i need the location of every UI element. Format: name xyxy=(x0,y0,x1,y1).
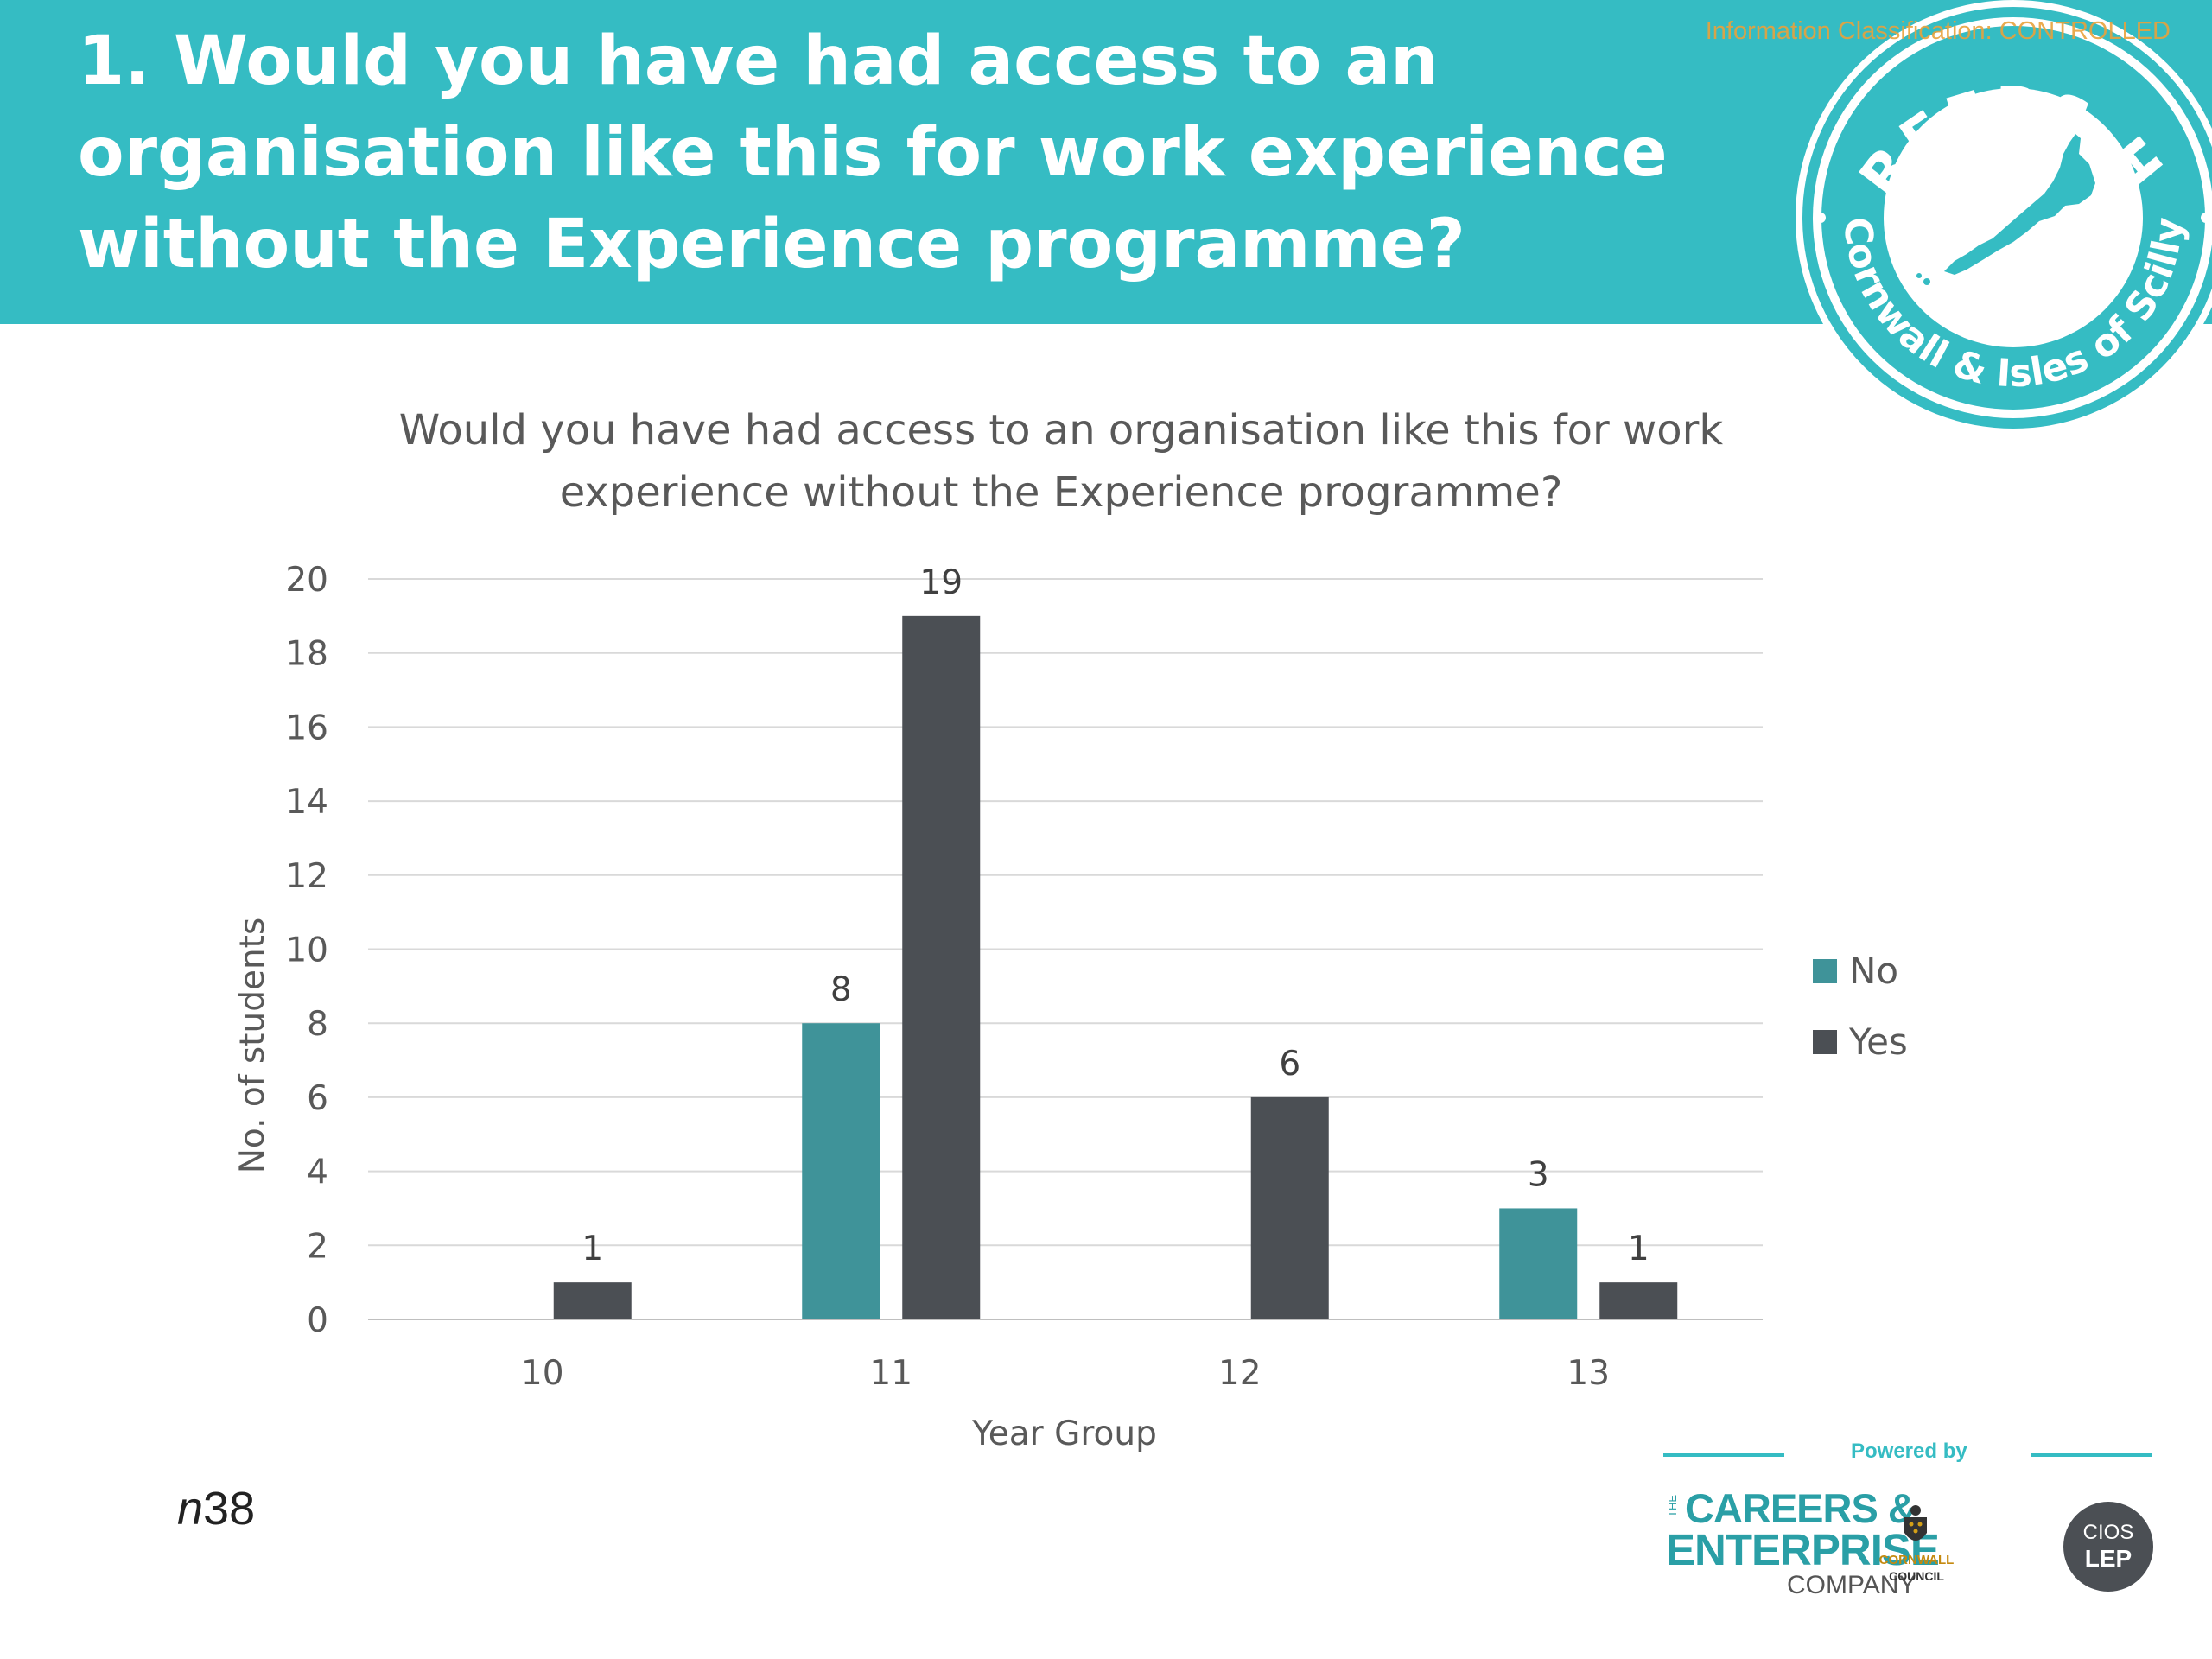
y-tick-label: 12 xyxy=(285,857,328,896)
cios-lep-logo: CIOS LEP xyxy=(2063,1502,2153,1592)
y-tick-label: 20 xyxy=(285,561,328,600)
council-name-line2: COUNCIL xyxy=(1889,1569,1944,1583)
data-label: 1 xyxy=(1628,1230,1649,1268)
legend-swatch-no xyxy=(1813,959,1837,983)
slide-title: 1. Would you have had access to an organ… xyxy=(78,22,1668,283)
powered-by-footer: Powered by THE CAREERS & ENTERPRISE COMP… xyxy=(1659,1434,2160,1616)
bar-chart: Would you have had access to an organisa… xyxy=(233,406,1908,1453)
council-crest-icon xyxy=(1904,1505,1927,1541)
bar-yes xyxy=(553,1282,632,1319)
cec-logo-line3: COMPANY xyxy=(1787,1571,1916,1599)
lep-logo-line2: LEP xyxy=(2084,1545,2133,1572)
data-label: 6 xyxy=(1279,1045,1300,1084)
chart-title-line: experience without the Experience progra… xyxy=(560,468,1563,517)
x-tick-label: 10 xyxy=(521,1354,564,1393)
data-label: 19 xyxy=(919,563,963,602)
powered-by-label: Powered by xyxy=(1851,1440,1967,1463)
legend-label-yes: Yes xyxy=(1848,1020,1908,1063)
powered-by-divider-right xyxy=(2031,1453,2152,1457)
bar-yes xyxy=(902,615,981,1319)
legend-label-no: No xyxy=(1849,950,1898,992)
x-tick-label: 13 xyxy=(1567,1354,1610,1393)
x-tick-label: 12 xyxy=(1218,1354,1262,1393)
powered-by-divider-left xyxy=(1663,1453,1784,1457)
x-axis-label: Year Group xyxy=(971,1414,1157,1453)
classification-label: Information Classification: CONTROLLED xyxy=(1705,17,2171,45)
cec-logo-line2: ENTERPRISE xyxy=(1666,1525,1940,1574)
x-tick-label: 11 xyxy=(869,1354,912,1393)
y-tick-label: 6 xyxy=(307,1079,328,1118)
bar-no xyxy=(802,1023,880,1319)
chart-title-line: Would you have had access to an organisa… xyxy=(399,406,1724,454)
sample-size-value: 38 xyxy=(203,1483,256,1535)
y-tick-label: 10 xyxy=(285,931,328,970)
bar-yes xyxy=(1599,1282,1678,1319)
y-tick-label: 2 xyxy=(307,1227,328,1266)
legend-swatch-yes xyxy=(1813,1030,1837,1054)
y-tick-label: 16 xyxy=(285,709,328,747)
y-tick-label: 14 xyxy=(285,783,328,822)
lep-logo-line1: CIOS xyxy=(2082,1521,2134,1544)
y-tick-label: 18 xyxy=(285,635,328,674)
y-axis-label: No. of students xyxy=(233,918,272,1174)
y-tick-label: 8 xyxy=(307,1005,328,1044)
cornwall-map-icon xyxy=(1944,134,2095,275)
careers-hub-logo: CAREERS HUB Cornwall & Isles of Scilly xyxy=(1763,0,2212,435)
careers-enterprise-logo: THE CAREERS & ENTERPRISE COMPANY xyxy=(1666,1484,1940,1601)
sample-size-prefix: n xyxy=(177,1483,204,1535)
cec-logo-the: THE xyxy=(1666,1495,1679,1517)
data-label: 3 xyxy=(1528,1155,1549,1194)
data-label: 8 xyxy=(830,970,852,1009)
y-tick-label: 4 xyxy=(307,1154,328,1192)
sample-size: n38 xyxy=(177,1482,255,1535)
bar-no xyxy=(1499,1208,1578,1319)
council-name-line1: CORNWALL xyxy=(1878,1553,1955,1567)
cornwall-council-logo: CORNWALL COUNCIL xyxy=(1873,1503,1960,1599)
data-label: 1 xyxy=(582,1230,603,1268)
cec-logo-line1: CAREERS & xyxy=(1685,1485,1917,1531)
bar-yes xyxy=(1250,1096,1329,1319)
y-tick-label: 0 xyxy=(307,1301,328,1340)
